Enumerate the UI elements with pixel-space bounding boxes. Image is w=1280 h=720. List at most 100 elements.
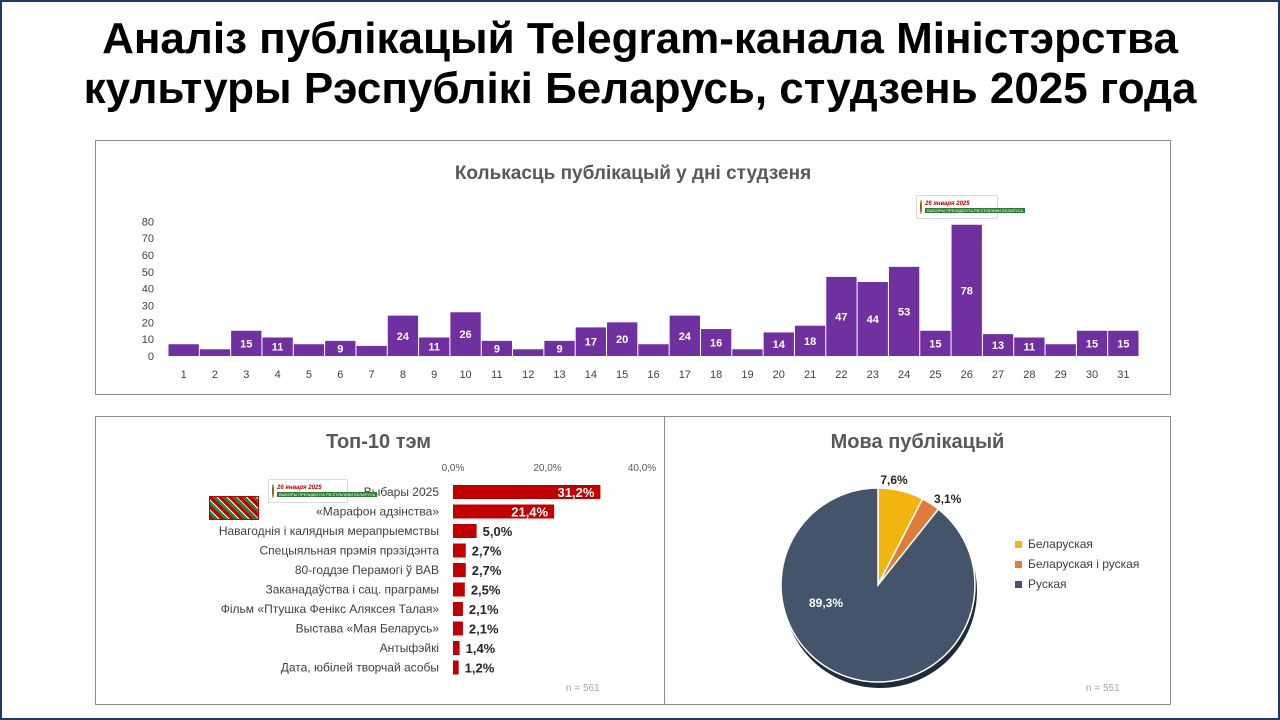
y-tick-label: 30 xyxy=(142,301,154,313)
x-tick-label: 29 xyxy=(1055,369,1067,381)
state-emblem-icon xyxy=(920,200,922,214)
topic-data-label: 2,7% xyxy=(472,563,502,578)
x-tick-label: 23 xyxy=(867,369,879,381)
topics-sample-note: n = 561 xyxy=(566,683,600,694)
y-tick-label: 60 xyxy=(142,250,154,262)
bar-data-label: 17 xyxy=(585,337,597,349)
daily-bar xyxy=(231,330,262,356)
x-tick-label: 7 xyxy=(369,369,375,381)
topic-bar xyxy=(453,563,466,577)
y-tick-label: 70 xyxy=(142,233,154,245)
y-tick-label: 50 xyxy=(142,267,154,279)
x-tick-label: 22 xyxy=(835,369,847,381)
daily-bar xyxy=(888,266,920,356)
badge-date: 26 января 2025 xyxy=(277,485,322,491)
topics-chart-title: Топ-10 тэм xyxy=(326,431,432,453)
y-tick-label: 20 xyxy=(142,317,154,329)
language-chart-title: Мова публікацый xyxy=(830,431,1005,453)
x-tick-label: 26 xyxy=(961,369,973,381)
x-tick-label: 25 xyxy=(929,369,941,381)
daily-bar xyxy=(1108,330,1139,356)
x-tick-label: 3 xyxy=(243,369,249,381)
x-tick-label: 2 xyxy=(212,369,218,381)
bar-data-label: 20 xyxy=(616,334,628,346)
x-tick-label: 10 xyxy=(459,369,471,381)
language-chart: Мова публікацый 7,6% 3,1% 89,3% Беларуская… xyxy=(664,416,1171,705)
bar-data-label: 47 xyxy=(835,311,847,323)
topic-bar xyxy=(453,660,459,675)
topic-bar xyxy=(453,582,465,597)
legend-item: Руская xyxy=(1015,574,1139,594)
badge-subtitle: ВЫБОРЫ ПРЕЗИДЕНТА РЕСПУБЛИКИ БЕЛАРУСЬ xyxy=(925,208,1026,213)
topic-bar xyxy=(453,485,601,499)
topic-label: «Марафон адзінства» xyxy=(316,505,439,519)
x-tick-label: 6 xyxy=(337,369,343,381)
daily-bar xyxy=(700,329,732,356)
pie-data-label: 3,1% xyxy=(934,492,962,506)
daily-bar xyxy=(669,315,700,356)
page-title-line-1: Аналіз публікацый Telegram-канала Мініст… xyxy=(102,14,1178,63)
language-sample-note: n = 551 xyxy=(1086,683,1120,694)
x-tick-label: 27 xyxy=(992,369,1004,381)
topic-label: Спецыяльная прэмія прэзідэнта xyxy=(259,544,439,558)
daily-bar xyxy=(481,340,513,356)
bar-data-label: 44 xyxy=(867,314,880,326)
x-tick-label: 28 xyxy=(1023,369,1035,381)
elections-badge: 26 января 2025 ВЫБОРЫ ПРЕЗИДЕНТА РЕСПУБЛ… xyxy=(916,195,1026,219)
daily-bar xyxy=(763,332,794,356)
topic-bar xyxy=(453,641,460,655)
x-tick-label: 19 xyxy=(741,369,753,381)
topic-bar xyxy=(453,524,477,538)
daily-bar xyxy=(920,330,951,356)
daily-bar xyxy=(168,344,199,356)
unity-marathon-logo-icon xyxy=(209,496,259,520)
daily-bar xyxy=(544,340,575,356)
daily-publications-chart: Колькасць публікацый у дні студзеня 0 10 2… xyxy=(95,140,1171,395)
bar-data-label: 11 xyxy=(428,342,440,354)
bar-data-label: 18 xyxy=(804,336,816,348)
x-tick-label: 20 xyxy=(773,369,785,381)
x-tick-label: 11 xyxy=(491,369,502,381)
legend-swatch-icon xyxy=(1015,580,1022,588)
topic-bar xyxy=(453,504,555,519)
topic-label: Антыфэйкі xyxy=(380,641,439,655)
bar-data-label: 11 xyxy=(1024,342,1036,354)
bar-data-label: 9 xyxy=(337,343,343,355)
daily-chart-title: Колькасць публікацый у дні студзеня xyxy=(454,163,812,184)
topic-data-label: 5,0% xyxy=(483,524,513,539)
daily-bar xyxy=(638,344,669,356)
top-topics-chart: Топ-10 тэм 0,0% 20,0% 40,0% Выбары 2025 31,2… xyxy=(95,416,665,705)
daily-bar xyxy=(794,325,826,356)
x-tick-label: 12 xyxy=(522,369,534,381)
daily-bar xyxy=(575,327,607,356)
daily-bar xyxy=(262,337,293,356)
bar-data-label: 24 xyxy=(397,331,410,343)
topic-bar xyxy=(453,543,466,558)
x-tick-label: 13 xyxy=(553,369,565,381)
bar-data-label: 13 xyxy=(992,340,1004,352)
daily-bar xyxy=(513,349,544,356)
badge-date: 26 января 2025 xyxy=(925,201,970,207)
topic-data-label: 1,2% xyxy=(465,661,495,676)
x-tick-label: 9 xyxy=(431,369,437,381)
daily-bar xyxy=(951,224,982,356)
x-tick-label: 31 xyxy=(1117,369,1129,381)
x-tick-label: 20,0% xyxy=(533,463,561,474)
legend-label: Руская xyxy=(1028,577,1067,591)
legend-swatch-icon xyxy=(1015,540,1022,548)
topic-bar xyxy=(453,602,463,616)
x-tick-label: 8 xyxy=(400,369,406,381)
topic-label: Заканадаўства і сац. праграмы xyxy=(266,583,440,597)
x-tick-label: 21 xyxy=(804,369,816,381)
bar-data-label: 14 xyxy=(773,339,786,351)
language-legend: Беларуская Беларуская і руская Руская xyxy=(1015,534,1139,594)
daily-bar xyxy=(356,345,387,356)
topic-label: Фільм «Птушка Фенікс Аляксея Талая» xyxy=(221,602,440,616)
x-tick-label: 5 xyxy=(306,369,312,381)
bar-data-label: 11 xyxy=(272,342,284,354)
page-title-line-2: культуры Рэспублікі Беларусь, студзень 2… xyxy=(83,64,1197,113)
bar-data-label: 9 xyxy=(556,343,562,355)
x-tick-label: 0,0% xyxy=(442,463,465,474)
